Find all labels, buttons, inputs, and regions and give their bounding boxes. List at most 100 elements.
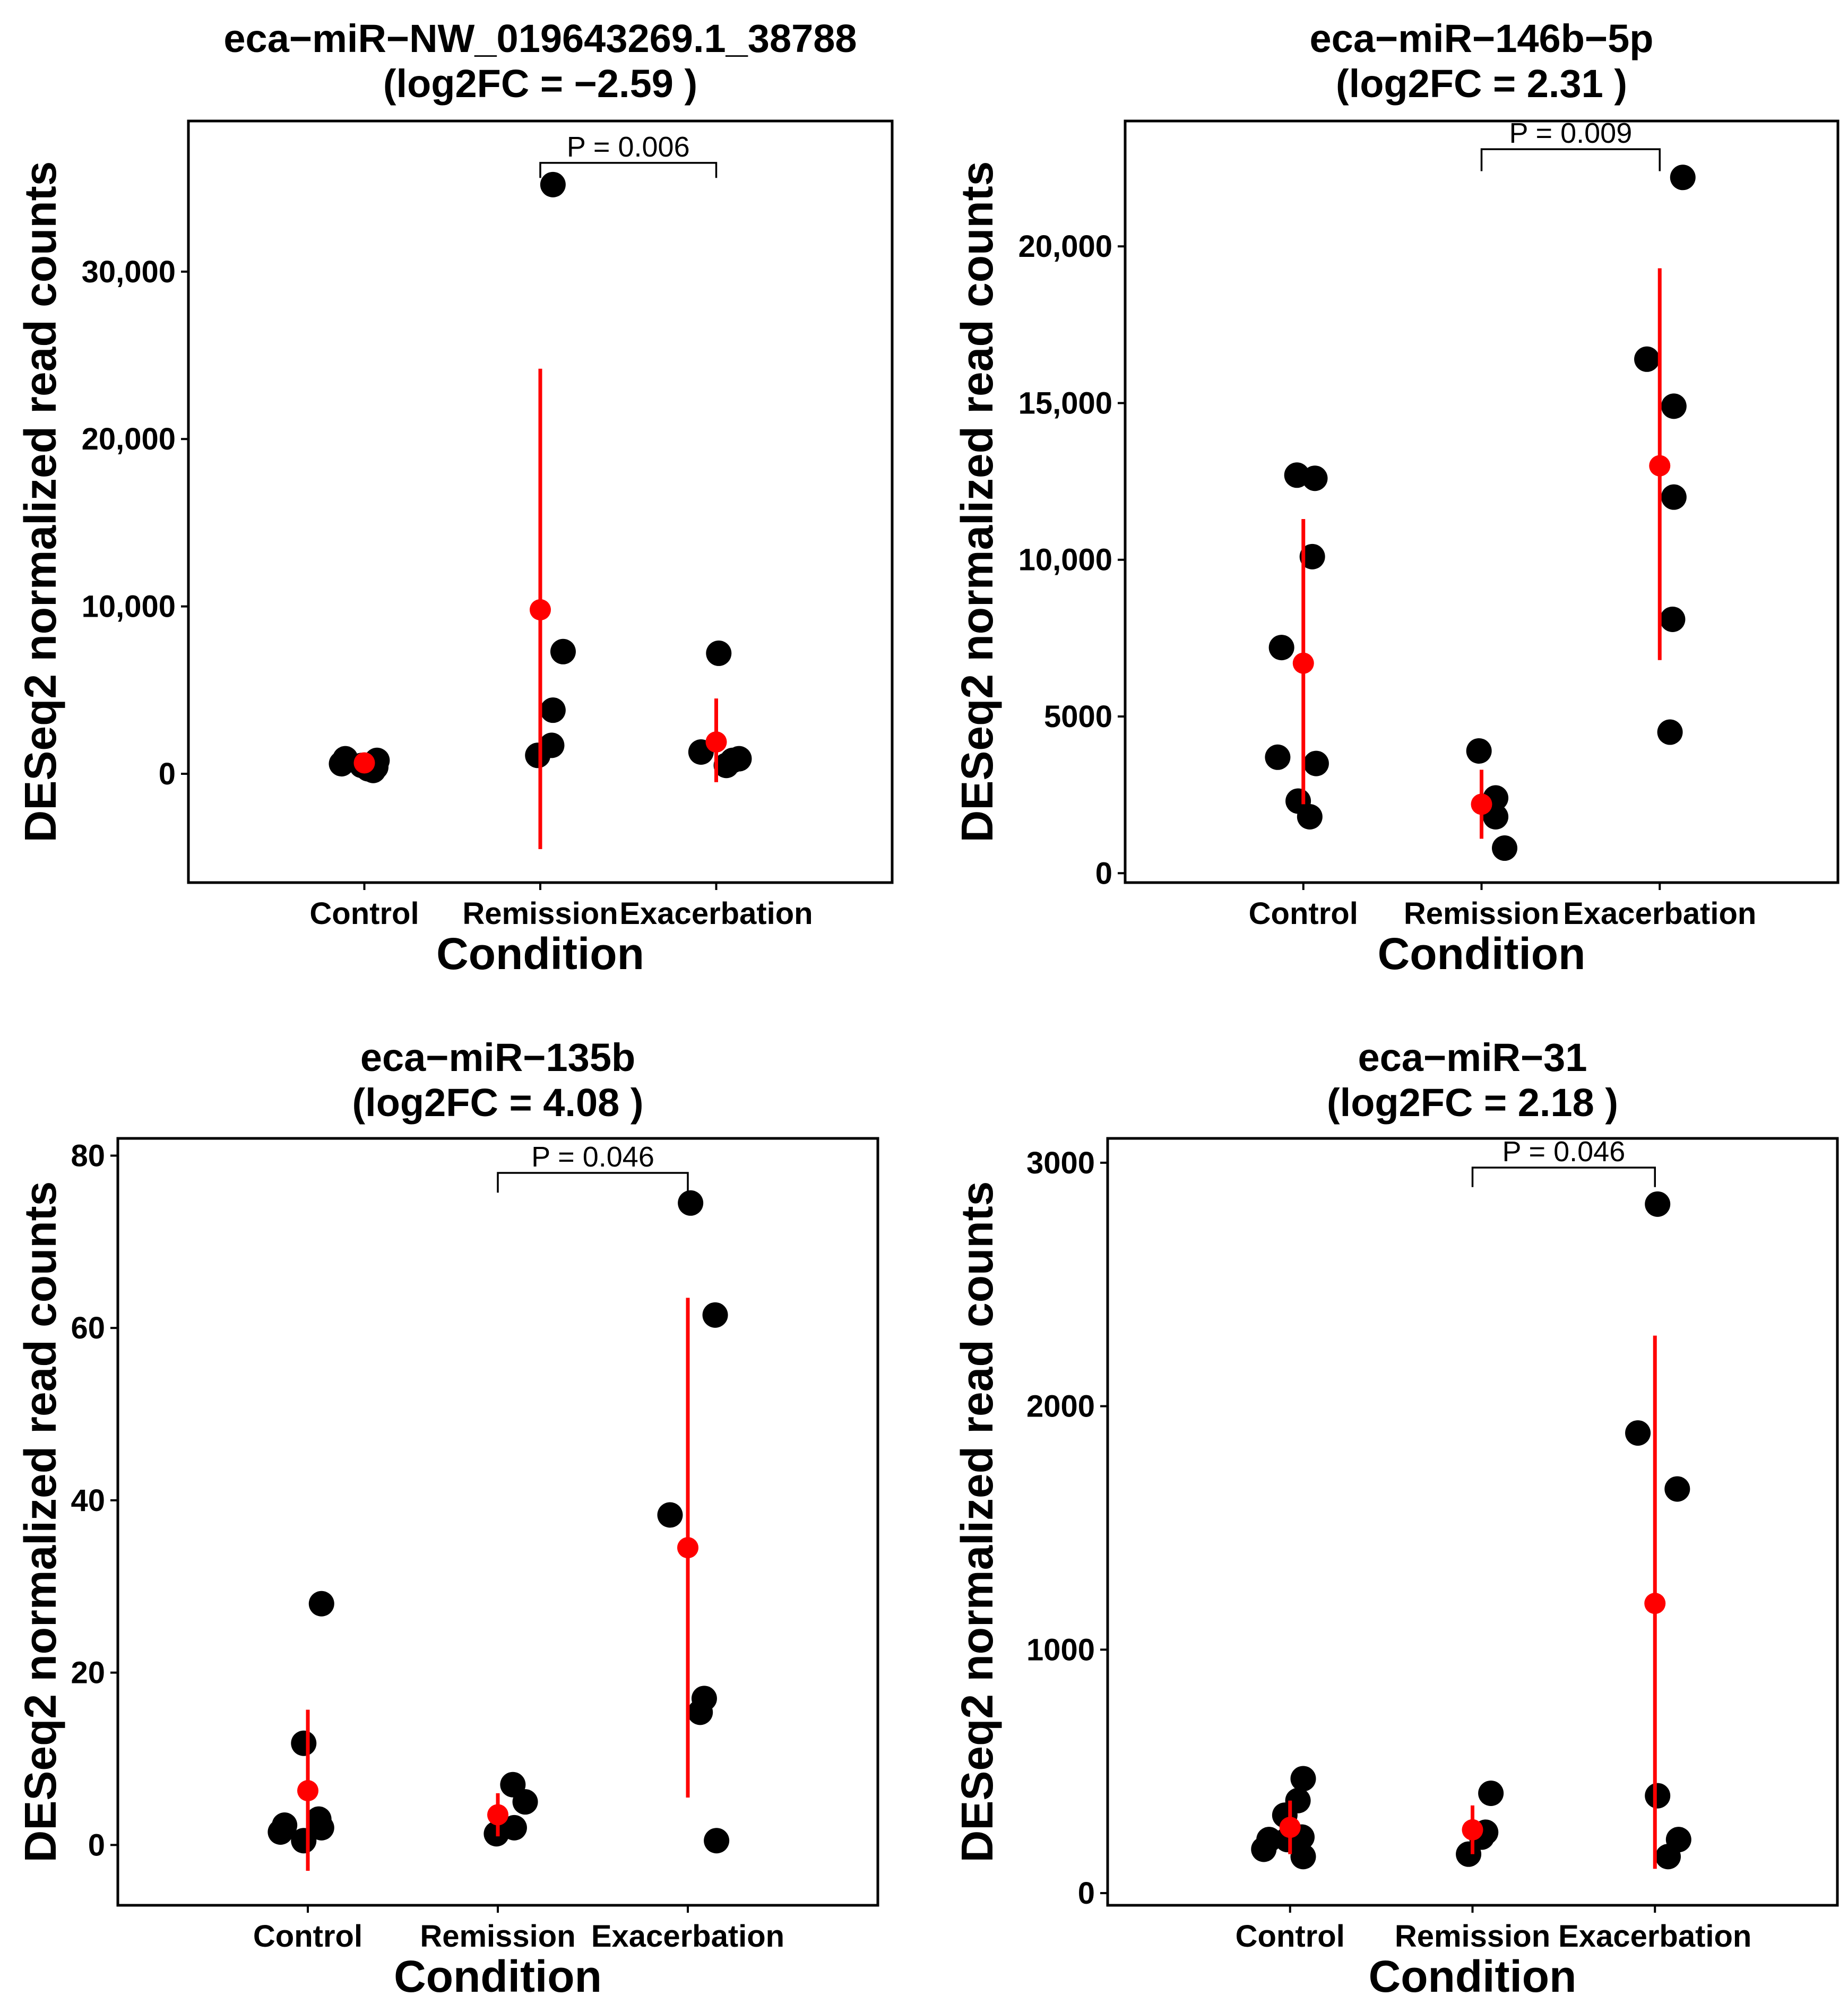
x-axis-label: Condition <box>1378 929 1586 979</box>
mean-point <box>1462 1819 1483 1841</box>
series-remission <box>1466 738 1518 861</box>
pvalue-bracket <box>1471 1167 1656 1187</box>
chart-subtitle-log2fc: (log2FC = −2.59 ) <box>383 62 697 106</box>
x-tick-label-control: Control <box>1249 896 1358 931</box>
data-point <box>1290 1844 1316 1870</box>
data-point <box>1634 346 1660 372</box>
series-exacerbation <box>688 640 752 782</box>
series-exacerbation <box>657 1190 730 1854</box>
chart-title: eca−miR−146b−5p <box>1310 16 1654 61</box>
data-point <box>687 1699 713 1725</box>
data-point <box>308 1591 334 1617</box>
data-point <box>540 171 566 197</box>
chart-subtitle-log2fc: (log2FC = 4.08 ) <box>352 1081 644 1125</box>
data-point <box>1492 835 1518 861</box>
data-point <box>1303 750 1329 776</box>
y-axis-label: DESeq2 normalized read counts <box>952 161 1002 843</box>
mean-point <box>487 1804 508 1826</box>
data-point <box>702 1302 728 1328</box>
pvalue-label: P = 0.009 <box>1509 117 1633 149</box>
data-point <box>291 1828 317 1854</box>
series-remission <box>483 1772 538 1847</box>
mean-point <box>1292 652 1314 674</box>
data-point <box>1297 804 1323 830</box>
x-tick-label-control: Control <box>253 1919 362 1954</box>
x-axis-label: Condition <box>1369 1951 1577 2001</box>
pvalue-label: P = 0.046 <box>531 1141 654 1173</box>
chart-title: eca−miR−31 <box>1358 1035 1587 1079</box>
y-tick-label: 80 <box>71 1138 105 1173</box>
data-point <box>657 1502 683 1528</box>
y-axis-label: DESeq2 normalized read counts <box>15 161 65 843</box>
chart-panel-2: eca−miR−146b−5p(log2FC = 2.31 ) 0 5000 10,0… <box>952 16 1840 979</box>
data-point <box>1664 1476 1690 1502</box>
pvalue-bracket <box>1480 148 1661 171</box>
x-axis-label: Condition <box>436 929 644 979</box>
y-tick-label: 60 <box>71 1311 105 1345</box>
chart-title: eca−miR−NW_019643269.1_38788 <box>223 16 857 61</box>
chart-panel-3: eca−miR−135b(log2FC = 4.08 ) 0 20 40 60 80 Con… <box>15 1035 879 2001</box>
y-tick-label: 0 <box>88 1828 105 1862</box>
y-tick-label: 20,000 <box>1018 229 1112 264</box>
data-point <box>501 1815 527 1841</box>
y-tick-label: 0 <box>1078 1876 1095 1911</box>
data-point <box>550 638 576 664</box>
mean-point <box>353 752 375 774</box>
series-remission <box>1456 1780 1504 1867</box>
plot-frame <box>116 1137 879 1907</box>
pvalue-bracket <box>539 162 718 178</box>
pvalue-label: P = 0.006 <box>567 131 690 163</box>
data-point <box>1625 1420 1651 1446</box>
plot-frame <box>1124 119 1840 884</box>
data-point <box>512 1789 538 1815</box>
x-tick-label-remission: Remission <box>1404 896 1559 931</box>
mean-point <box>677 1537 698 1559</box>
series-exacerbation <box>1625 1191 1691 1870</box>
y-tick-label: 5000 <box>1044 699 1112 734</box>
data-point <box>706 640 732 666</box>
plot-frame <box>1106 1137 1839 1907</box>
chart-title: eca−miR−135b <box>360 1035 635 1079</box>
y-tick-label: 10,000 <box>82 590 176 624</box>
y-axis-label: DESeq2 normalized read counts <box>15 1181 65 1863</box>
data-point <box>1268 635 1294 661</box>
x-tick-label-control: Control <box>1236 1919 1345 1954</box>
data-point <box>1251 1836 1277 1862</box>
y-tick-label: 20,000 <box>82 422 176 456</box>
mean-point <box>297 1780 318 1802</box>
data-point <box>1661 393 1687 419</box>
mean-point <box>530 599 551 620</box>
x-tick-label-exacerbation: Exacerbation <box>1558 1919 1751 1954</box>
chart-panel-4: eca−miR−31(log2FC = 2.18 ) 0 1000 2000 3000 C… <box>952 1035 1839 2001</box>
data-point <box>1265 744 1291 770</box>
data-point <box>1456 1841 1482 1867</box>
series-exacerbation <box>1634 165 1696 745</box>
data-point <box>1645 1191 1671 1217</box>
y-tick-label: 30,000 <box>82 255 176 289</box>
mean-point <box>1279 1817 1301 1838</box>
data-point <box>1478 1780 1504 1806</box>
x-tick-label-exacerbation: Exacerbation <box>591 1919 784 1954</box>
data-point <box>308 1815 334 1841</box>
y-tick-label: 0 <box>1095 856 1112 891</box>
data-point <box>1661 484 1687 510</box>
x-tick-label-remission: Remission <box>420 1919 575 1954</box>
mean-point <box>1644 1593 1666 1614</box>
data-point <box>1290 1766 1316 1792</box>
data-point <box>720 747 746 773</box>
y-tick-label: 40 <box>71 1483 105 1518</box>
y-tick-label: 10,000 <box>1018 543 1112 577</box>
series-control <box>267 1591 334 1871</box>
data-point <box>1655 1844 1681 1870</box>
mean-point <box>705 731 727 753</box>
series-control <box>329 746 390 783</box>
data-point <box>525 742 551 768</box>
pvalue-label: P = 0.046 <box>1502 1136 1626 1168</box>
y-axis-label: DESeq2 normalized read counts <box>952 1181 1002 1863</box>
data-point <box>1302 465 1328 491</box>
data-point <box>272 1812 298 1838</box>
x-tick-label-remission: Remission <box>462 896 618 931</box>
y-tick-label: 0 <box>159 757 176 791</box>
y-tick-label: 3000 <box>1026 1146 1095 1180</box>
